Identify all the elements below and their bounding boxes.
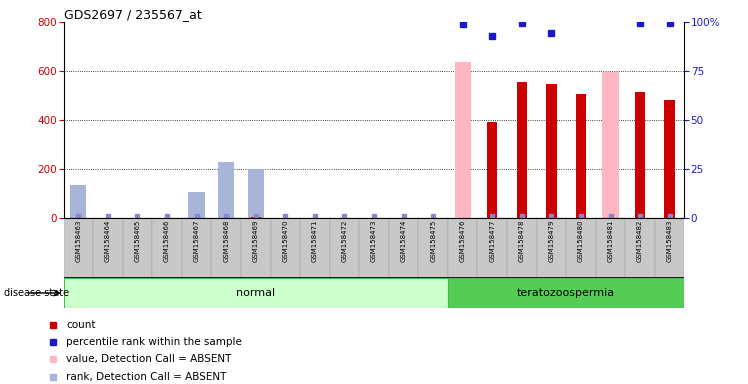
Bar (595, 218, 625, 278)
Bar (248, 169, 264, 218)
Bar (418, 218, 448, 278)
Bar (64, 278, 448, 308)
Text: GSM158469: GSM158469 (253, 220, 259, 262)
Bar (389, 218, 418, 278)
Text: GSM158478: GSM158478 (519, 220, 525, 262)
Bar (664, 100, 675, 218)
Text: percentile rank within the sample: percentile rank within the sample (66, 337, 242, 347)
Bar (218, 162, 234, 218)
Text: count: count (66, 320, 96, 330)
Bar (94, 218, 123, 278)
Text: GSM158481: GSM158481 (607, 220, 613, 262)
Text: GSM158483: GSM158483 (666, 220, 672, 262)
Bar (448, 218, 477, 278)
Bar (359, 218, 389, 278)
Bar (507, 218, 536, 278)
Bar (654, 218, 684, 278)
Text: GDS2697 / 235567_at: GDS2697 / 235567_at (64, 8, 201, 21)
Text: GSM158463: GSM158463 (76, 220, 82, 262)
Text: value, Detection Call = ABSENT: value, Detection Call = ABSENT (66, 354, 231, 364)
Bar (635, 92, 646, 218)
Text: rank, Detection Call = ABSENT: rank, Detection Call = ABSENT (66, 372, 227, 382)
Bar (576, 94, 586, 218)
Bar (566, 218, 595, 278)
Bar (536, 218, 566, 278)
Text: GSM158477: GSM158477 (489, 220, 495, 262)
Bar (602, 72, 619, 218)
Text: disease state: disease state (4, 288, 69, 298)
Bar (153, 218, 182, 278)
Text: GSM158464: GSM158464 (105, 220, 111, 262)
Text: GSM158473: GSM158473 (371, 220, 377, 262)
Bar (546, 84, 557, 218)
Text: teratozoospermia: teratozoospermia (517, 288, 615, 298)
Text: GSM158465: GSM158465 (135, 220, 141, 262)
Text: GSM158472: GSM158472 (341, 220, 347, 262)
Bar (241, 218, 271, 278)
Bar (477, 218, 507, 278)
Text: GSM158467: GSM158467 (194, 220, 200, 262)
Bar (330, 218, 359, 278)
Text: GSM158470: GSM158470 (282, 220, 288, 262)
Bar (271, 218, 300, 278)
Bar (517, 82, 527, 218)
Bar (455, 63, 470, 218)
Bar (448, 278, 684, 308)
Text: GSM158479: GSM158479 (548, 220, 554, 262)
Text: GSM158476: GSM158476 (460, 220, 466, 262)
Bar (625, 218, 654, 278)
Bar (64, 218, 94, 278)
Text: GSM158474: GSM158474 (401, 220, 407, 262)
Bar (188, 192, 205, 218)
Text: normal: normal (236, 288, 275, 298)
Text: GSM158480: GSM158480 (578, 220, 584, 262)
Text: GSM158475: GSM158475 (430, 220, 436, 262)
Bar (251, 217, 261, 218)
Text: GSM158482: GSM158482 (637, 220, 643, 262)
Bar (182, 218, 212, 278)
Text: GSM158468: GSM158468 (223, 220, 229, 262)
Text: GSM158466: GSM158466 (164, 220, 170, 262)
Text: GSM158471: GSM158471 (312, 220, 318, 262)
Bar (487, 122, 497, 218)
Bar (70, 185, 87, 218)
Bar (300, 218, 330, 278)
Bar (212, 218, 241, 278)
Bar (123, 218, 153, 278)
